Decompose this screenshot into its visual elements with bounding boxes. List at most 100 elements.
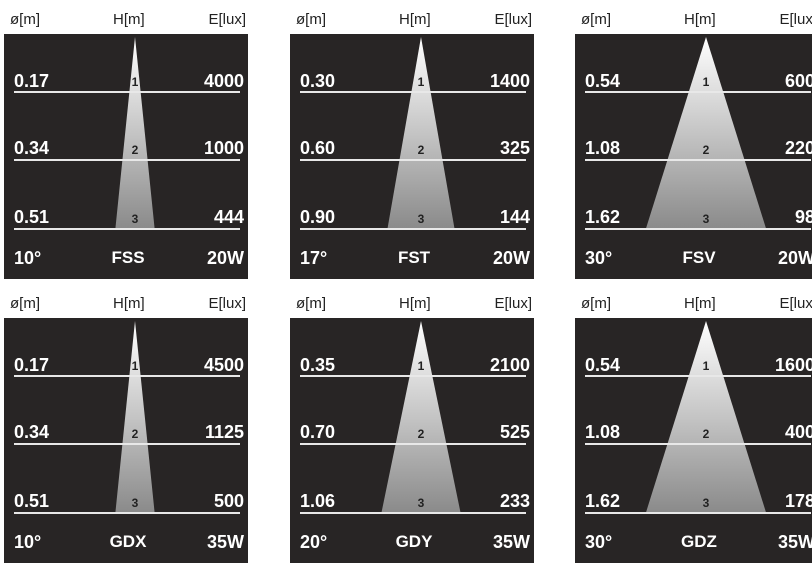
illuminance-value-2: 400 bbox=[784, 422, 812, 442]
model-code: GDZ bbox=[681, 532, 717, 551]
height-label-3: 3 bbox=[418, 212, 425, 226]
header-diameter: ø[m] bbox=[296, 295, 326, 312]
height-label-3: 3 bbox=[132, 496, 139, 510]
header-height: H[m] bbox=[684, 11, 716, 28]
light-cone bbox=[645, 37, 767, 229]
illuminance-value-3: 500 bbox=[213, 491, 244, 511]
lamp-power: 35W bbox=[777, 532, 812, 552]
lamp-power: 20W bbox=[206, 248, 244, 268]
light-cone bbox=[115, 37, 155, 229]
beam-cone-svg: 1 2 3 bbox=[14, 37, 240, 230]
height-label-2: 2 bbox=[132, 143, 139, 157]
beam-cone-svg: 1 2 3 bbox=[585, 37, 811, 230]
header-illuminance: E[lux] bbox=[208, 295, 246, 312]
light-cone bbox=[645, 321, 767, 513]
height-label-2: 2 bbox=[132, 427, 139, 441]
column-headers: ø[m] H[m] E[lux] bbox=[4, 5, 248, 35]
illuminance-value-2: 1125 bbox=[204, 422, 244, 442]
header-diameter: ø[m] bbox=[10, 11, 40, 28]
beam-cone-svg: 1 2 3 bbox=[300, 321, 526, 514]
diameter-value-3: 0.51 bbox=[14, 207, 50, 227]
lamp-power: 20W bbox=[492, 248, 530, 268]
header-illuminance: E[lux] bbox=[494, 11, 532, 28]
illuminance-value-3: 98 bbox=[794, 207, 812, 227]
diameter-value-3: 1.62 bbox=[585, 207, 621, 227]
illuminance-value-1: 600 bbox=[784, 71, 812, 91]
column-headers: ø[m] H[m] E[lux] bbox=[290, 289, 534, 319]
diameter-value-2: 1.08 bbox=[585, 138, 621, 158]
diameter-value-2: 0.70 bbox=[300, 422, 336, 442]
illuminance-value-2: 1000 bbox=[203, 138, 244, 158]
diameter-value-2: 0.60 bbox=[300, 138, 336, 158]
beam-panel-fsv: ø[m] H[m] E[lux] 1 2 3 0.54 600 1.08 220 1.62 98 30°… bbox=[575, 5, 812, 279]
diameter-value-1: 0.35 bbox=[300, 355, 336, 375]
header-diameter: ø[m] bbox=[10, 295, 40, 312]
header-diameter: ø[m] bbox=[581, 11, 611, 28]
illuminance-value-2: 220 bbox=[784, 138, 812, 158]
beam-angle: 30° bbox=[585, 248, 613, 268]
light-cone bbox=[115, 321, 155, 513]
height-label-1: 1 bbox=[703, 359, 710, 373]
beam-panel-body: 1 2 3 0.30 1400 0.60 325 0.90 144 17° FST 20W bbox=[290, 34, 534, 279]
diameter-value-3: 0.90 bbox=[300, 207, 336, 227]
header-diameter: ø[m] bbox=[581, 295, 611, 312]
height-label-2: 2 bbox=[703, 427, 710, 441]
illuminance-value-3: 444 bbox=[213, 207, 244, 227]
diameter-value-1: 0.54 bbox=[585, 71, 621, 91]
lamp-power: 35W bbox=[492, 532, 530, 552]
beam-cone-svg: 1 2 3 bbox=[585, 321, 811, 514]
diameter-value-3: 1.62 bbox=[585, 491, 621, 511]
illuminance-value-2: 325 bbox=[499, 138, 530, 158]
beam-panel-fst: ø[m] H[m] E[lux] 1 2 3 0.30 1400 0.60 325 0.90 144 1… bbox=[290, 5, 534, 279]
beam-panel-gdy: ø[m] H[m] E[lux] 1 2 3 0.35 2100 0.70 525 1.06 233 2… bbox=[290, 289, 534, 563]
height-label-3: 3 bbox=[703, 212, 710, 226]
height-label-3: 3 bbox=[132, 212, 139, 226]
beam-angle: 20° bbox=[300, 532, 328, 552]
header-height: H[m] bbox=[684, 295, 716, 312]
light-cone bbox=[381, 321, 461, 513]
header-illuminance: E[lux] bbox=[494, 295, 532, 312]
height-label-1: 1 bbox=[703, 75, 710, 89]
diameter-value-2: 1.08 bbox=[585, 422, 621, 442]
model-code: FSS bbox=[111, 248, 145, 267]
model-code: GDY bbox=[395, 532, 433, 551]
height-label-2: 2 bbox=[703, 143, 710, 157]
model-code: FSV bbox=[682, 248, 716, 267]
model-code: FST bbox=[397, 248, 431, 267]
header-height: H[m] bbox=[399, 295, 431, 312]
illuminance-value-3: 233 bbox=[499, 491, 530, 511]
beam-cone-svg: 1 2 3 bbox=[14, 321, 240, 514]
beam-panel-gdx: ø[m] H[m] E[lux] 1 2 3 0.17 4500 0.34 1125 0.51 500… bbox=[4, 289, 248, 563]
column-headers: ø[m] H[m] E[lux] bbox=[4, 289, 248, 319]
header-illuminance: E[lux] bbox=[779, 295, 812, 312]
beam-angle: 10° bbox=[14, 248, 42, 268]
illuminance-value-1: 2100 bbox=[489, 355, 530, 375]
illuminance-value-1: 4000 bbox=[203, 71, 244, 91]
column-headers: ø[m] H[m] E[lux] bbox=[575, 289, 812, 319]
header-diameter: ø[m] bbox=[296, 11, 326, 28]
illuminance-value-1: 1600 bbox=[774, 355, 812, 375]
light-cone bbox=[387, 37, 455, 229]
beam-cone-svg: 1 2 3 bbox=[300, 37, 526, 230]
beam-panel-gdz: ø[m] H[m] E[lux] 1 2 3 0.54 1600 1.08 400 1.62 178 3… bbox=[575, 289, 812, 563]
beam-panel-body: 1 2 3 0.17 4000 0.34 1000 0.51 444 10° FSS 20W bbox=[4, 34, 248, 279]
beam-panel-body: 1 2 3 0.54 1600 1.08 400 1.62 178 30° GDZ 35W bbox=[575, 318, 812, 563]
diameter-value-1: 0.17 bbox=[14, 71, 50, 91]
beam-panel-body: 1 2 3 0.35 2100 0.70 525 1.06 233 20° GDY 35W bbox=[290, 318, 534, 563]
height-label-2: 2 bbox=[418, 143, 425, 157]
diameter-value-3: 0.51 bbox=[14, 491, 50, 511]
beam-angle: 30° bbox=[585, 532, 613, 552]
column-headers: ø[m] H[m] E[lux] bbox=[575, 5, 812, 35]
illuminance-value-1: 1400 bbox=[489, 71, 530, 91]
column-headers: ø[m] H[m] E[lux] bbox=[290, 5, 534, 35]
diameter-value-3: 1.06 bbox=[300, 491, 336, 511]
lamp-power: 20W bbox=[777, 248, 812, 268]
beam-panel-body: 1 2 3 0.54 600 1.08 220 1.62 98 30° FSV 20W bbox=[575, 34, 812, 279]
diameter-value-2: 0.34 bbox=[14, 422, 50, 442]
header-height: H[m] bbox=[113, 11, 145, 28]
beam-angle: 10° bbox=[14, 532, 42, 552]
illuminance-value-3: 178 bbox=[784, 491, 812, 511]
height-label-3: 3 bbox=[418, 496, 425, 510]
header-height: H[m] bbox=[399, 11, 431, 28]
lamp-power: 35W bbox=[206, 532, 244, 552]
